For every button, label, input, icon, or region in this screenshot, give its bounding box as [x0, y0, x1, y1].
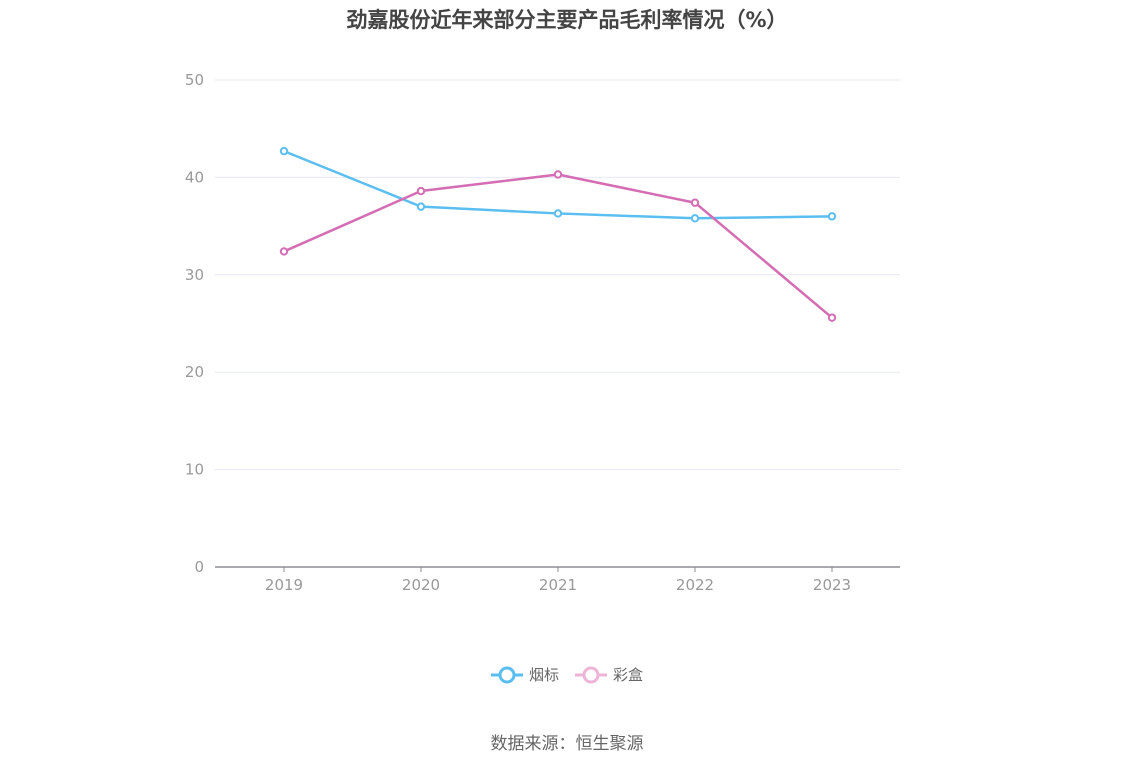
y-tick-label: 20 — [185, 363, 204, 381]
x-tick-label: 2020 — [402, 576, 440, 594]
x-tick-label: 2019 — [265, 576, 303, 594]
y-tick-label: 0 — [194, 558, 204, 576]
data-point-yantiao[interactable] — [827, 212, 837, 221]
legend-label-caihe: 彩盒 — [613, 666, 644, 684]
data-point-caihe[interactable] — [279, 247, 289, 256]
series-line-caihe — [283, 173, 833, 319]
y-tick-label: 30 — [185, 266, 204, 284]
legend: 烟标 彩盒 — [0, 664, 1134, 685]
x-tick-label: 2023 — [813, 576, 851, 594]
data-point-yantiao[interactable] — [690, 214, 700, 223]
legend-item-yantiao[interactable]: 烟标 — [490, 664, 559, 685]
legend-marker-caihe — [575, 666, 607, 683]
chart-title: 劲嘉股份近年来部分主要产品毛利率情况（%） — [346, 8, 788, 32]
axes: 0 10 20 30 40 50 2019 2020 2021 2022 2023 — [185, 71, 900, 594]
data-point-caihe[interactable] — [553, 170, 563, 179]
data-point-yantiao[interactable] — [553, 209, 563, 218]
data-source: 数据来源：恒生聚源 — [490, 734, 644, 754]
data-point-caihe[interactable] — [416, 186, 426, 196]
data-point-caihe[interactable] — [690, 198, 700, 207]
legend-item-caihe[interactable]: 彩盒 — [575, 664, 643, 685]
x-tick-label: 2021 — [539, 576, 577, 594]
y-tick-label: 40 — [185, 168, 204, 186]
y-tick-label: 10 — [185, 461, 204, 479]
legend-label-yantiao: 烟标 — [528, 666, 559, 684]
grid-lines — [215, 79, 900, 471]
data-point-yantiao[interactable] — [279, 146, 289, 156]
data-point-caihe[interactable] — [827, 313, 837, 322]
x-tick-label: 2022 — [676, 576, 714, 594]
series-line-yantiao — [283, 149, 833, 220]
y-tick-label: 50 — [185, 71, 204, 89]
legend-marker-yantiao — [490, 666, 523, 683]
data-points — [279, 146, 837, 322]
data-point-yantiao[interactable] — [416, 202, 426, 211]
